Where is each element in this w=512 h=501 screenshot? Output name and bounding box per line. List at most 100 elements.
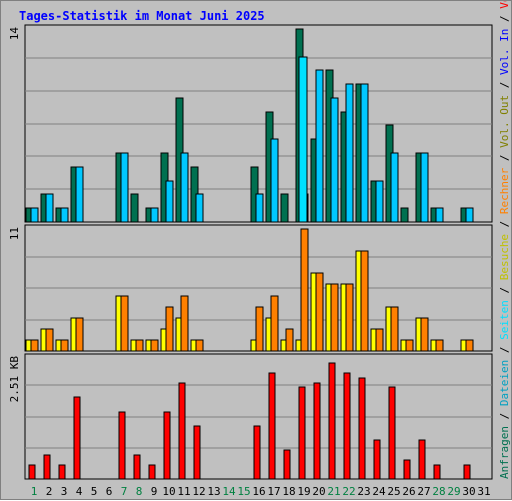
x-tick-label: 9 [151,485,158,498]
legend-entry: Anfragen [498,426,511,479]
x-tick-label: 19 [297,485,310,498]
x-tick-label: 26 [402,485,415,498]
bar-volumen [388,386,396,480]
x-tick-label: 17 [267,485,280,498]
chart-title: Tages-Statistik im Monat Juni 2025 [19,9,265,23]
bar-dateien [30,207,39,223]
x-tick-label: 16 [252,485,265,498]
bar-volumen [253,425,261,480]
bar-volumen [463,464,471,480]
x-tick-label: 8 [136,485,143,498]
bar-rechner [270,295,279,352]
bar-volumen [433,464,441,480]
bar-dateien [120,152,129,223]
bar-dateien [165,180,174,223]
x-tick-label: 27 [417,485,430,498]
legend-entry: Rechner [498,167,511,220]
bar-volumen [403,459,411,480]
bar-volumen [58,464,66,480]
bar-volumen [193,425,201,480]
bar-volumen [373,439,381,480]
x-tick-label: 25 [387,485,400,498]
x-tick-label: 3 [61,485,68,498]
legend-entry: Seiten [498,300,511,346]
bar-dateien [465,207,474,223]
legend-entry: / [498,287,511,300]
bar-rechner [300,228,309,352]
bar-volumen [283,449,291,480]
bar-volumen [73,396,81,480]
bar-rechner [75,317,84,352]
bar-volumen [163,411,171,480]
bar-rechner [315,272,324,352]
bar-rechner [285,328,294,352]
bar-volumen [178,382,186,480]
bar-dateien [435,207,444,223]
x-tick-label: 20 [312,485,325,498]
bar-dateien [195,193,204,223]
bar-volumen [118,411,126,480]
bar-dateien [180,152,189,223]
x-tick-label: 23 [357,485,370,498]
x-tick-label: 21 [327,485,340,498]
bar-rechner [45,328,54,352]
bar-dateien [45,193,54,223]
x-tick-label: 6 [106,485,113,498]
x-tick-label: 5 [91,485,98,498]
legend-entry: Vol. In [498,29,511,82]
bar-rechner [30,339,39,352]
legend-entry: Vol. Out [498,95,511,155]
x-tick-label: 14 [222,485,236,498]
x-tick-label: 22 [342,485,355,498]
x-tick-label: 11 [177,485,190,498]
bar-dateien [330,97,339,223]
bar-dateien [60,207,69,223]
bar-volumen [268,372,276,480]
legend-entry: / [498,347,511,360]
bar-seiten [298,56,308,223]
x-tick-label: 31 [477,485,490,498]
bar-rechner [435,339,444,352]
x-tick-label: 7 [121,485,128,498]
x-tick-label: 1 [31,485,38,498]
x-tick-label: 4 [76,485,83,498]
bar-dateien [390,152,399,223]
bar-rechner [195,339,204,352]
bar-dateien [360,83,369,223]
bar-rechner [180,295,189,352]
bar-rechner [420,317,429,352]
bar-dateien [315,69,324,223]
legend-entry: Besuche [498,234,511,287]
bar-rechner [345,283,354,352]
legend-entry: / [498,413,511,426]
bar-dateien [345,83,354,223]
bar-dateien [270,138,279,223]
x-tick-label: 28 [432,485,445,498]
bar-volumen [298,386,306,480]
bar-volumen [418,439,426,480]
bar-anfragen [280,193,289,223]
bar-volumen [313,382,321,480]
bar-volumen [133,454,141,480]
bar-rechner [375,328,384,352]
bar-volumen [343,372,351,480]
x-tick-label: 30 [462,485,475,498]
y-axis-max-label: 2.51 KB [8,356,21,403]
bar-rechner [60,339,69,352]
bar-dateien [375,180,384,223]
legend-entry: Volumen [498,1,511,15]
bar-anfragen [400,207,409,223]
legend-right: Anfragen / Dateien / Seiten / Besuche / … [498,1,511,479]
bar-rechner [120,295,129,352]
bar-rechner [150,339,159,352]
bar-rechner [465,339,474,352]
bar-dateien [75,166,84,223]
bar-dateien [420,152,429,223]
x-tick-label: 18 [282,485,295,498]
bar-volumen [328,362,336,480]
bar-volumen [28,464,36,480]
bar-rechner [135,339,144,352]
legend-entry: Dateien [498,360,511,413]
